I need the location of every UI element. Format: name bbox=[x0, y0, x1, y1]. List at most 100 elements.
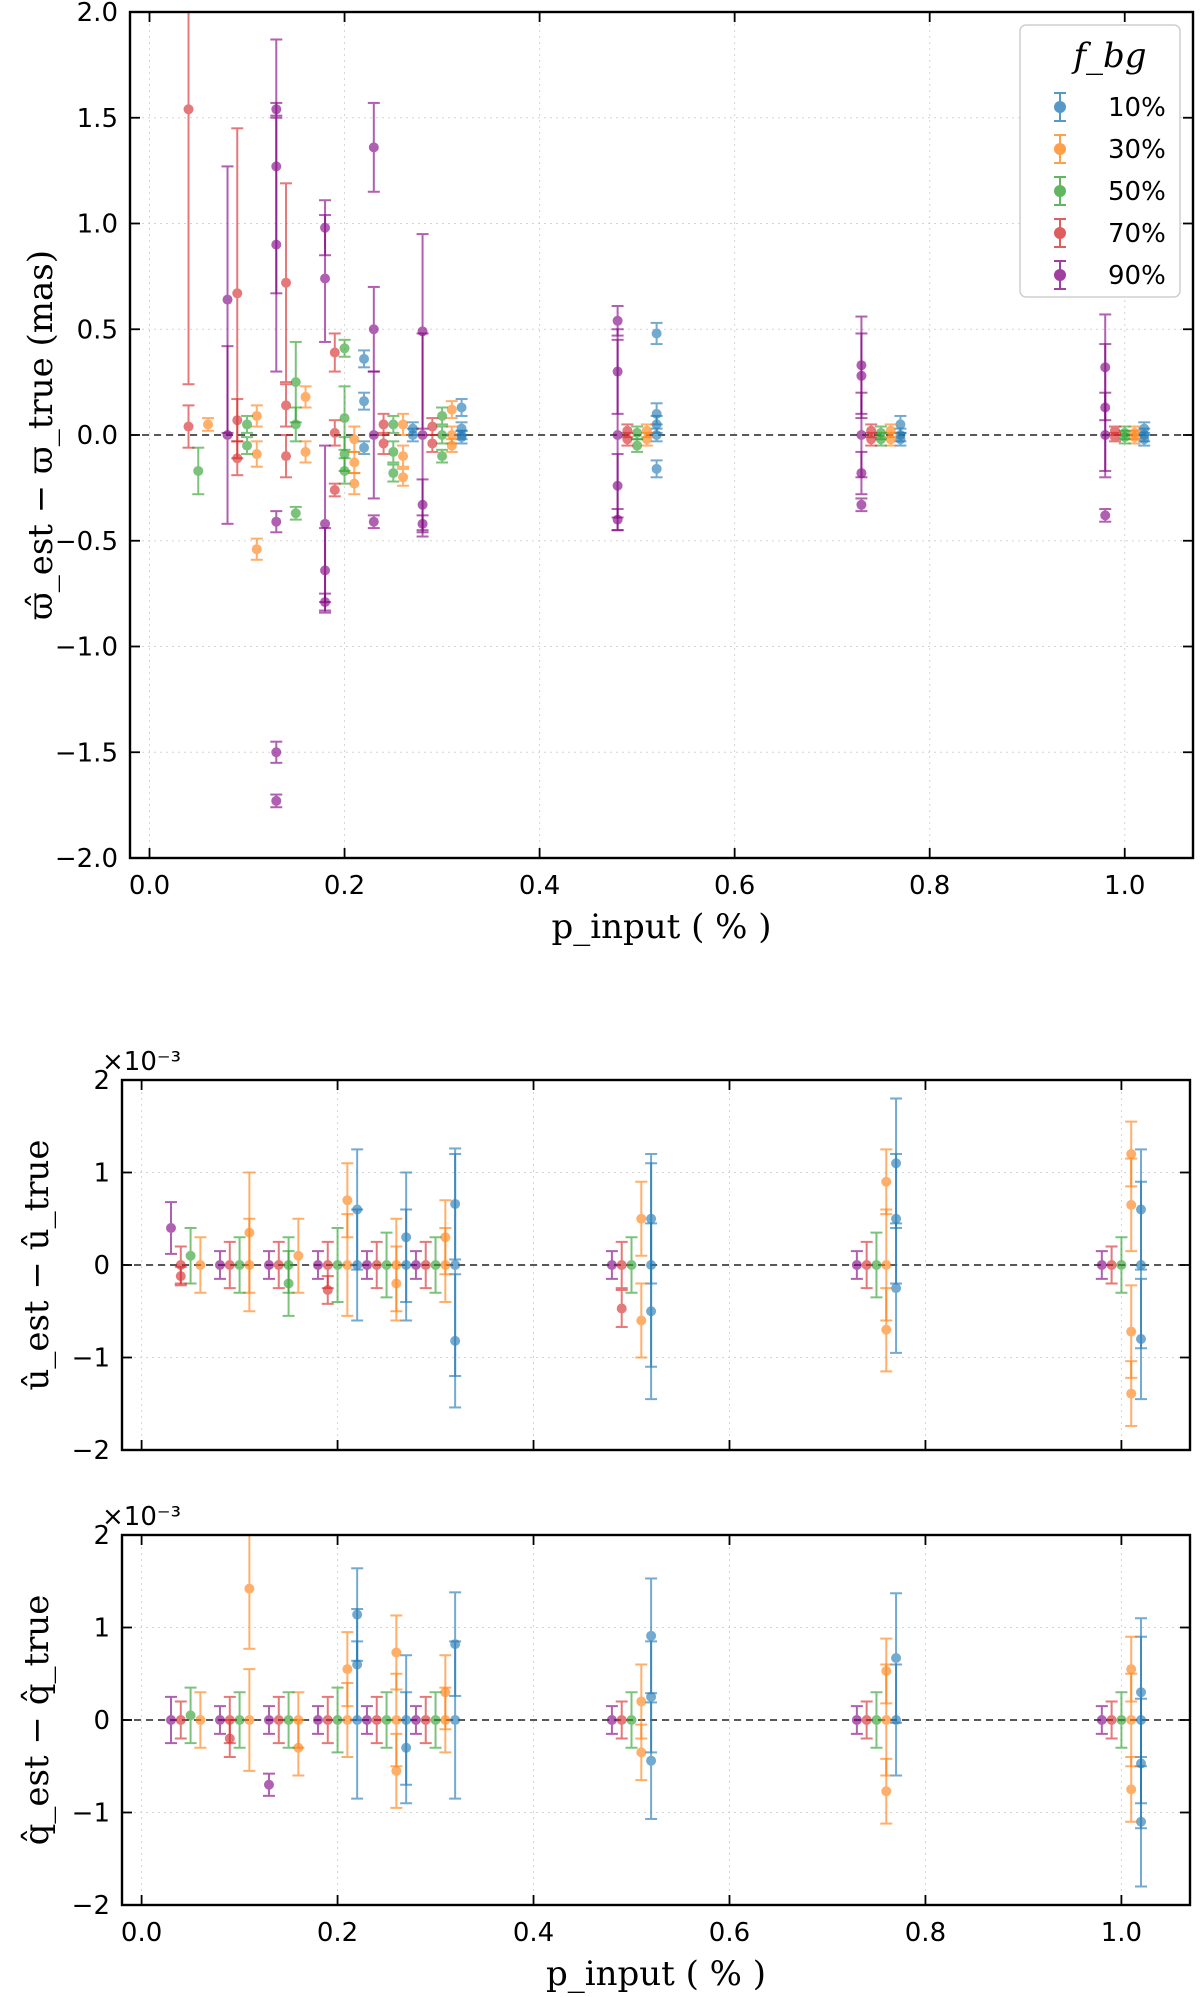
data-point bbox=[380, 1691, 393, 1749]
y-tick-label: −1.5 bbox=[55, 738, 118, 768]
data-point bbox=[865, 431, 878, 447]
point-marker bbox=[312, 1715, 323, 1725]
point-marker bbox=[651, 419, 662, 430]
point-marker bbox=[651, 430, 662, 440]
legend-entry bbox=[1054, 92, 1066, 122]
point-marker bbox=[281, 451, 292, 462]
data-point bbox=[436, 406, 449, 426]
point-marker bbox=[1136, 1260, 1147, 1270]
data-point bbox=[262, 1705, 275, 1735]
point-marker bbox=[1109, 432, 1120, 443]
point-marker bbox=[851, 1260, 862, 1270]
y-tick-label: 2 bbox=[93, 1521, 110, 1551]
series-50pct bbox=[184, 1227, 1128, 1317]
point-marker bbox=[895, 419, 906, 430]
point-marker bbox=[612, 430, 623, 440]
data-point bbox=[429, 1691, 442, 1749]
data-point bbox=[855, 497, 868, 513]
point-marker bbox=[612, 480, 623, 491]
point-marker bbox=[446, 404, 457, 415]
point-marker bbox=[232, 453, 243, 464]
x-tick-label: 1.0 bbox=[1101, 1918, 1142, 1948]
y-axis-label: ϖ̂_est − ϖ_true (mas) bbox=[21, 250, 61, 620]
data-point bbox=[605, 1250, 618, 1280]
data-point bbox=[439, 1227, 452, 1303]
series-70pct bbox=[174, 1240, 1118, 1328]
data-point bbox=[270, 793, 283, 809]
data-point bbox=[429, 1236, 442, 1294]
data-point bbox=[409, 1250, 422, 1280]
data-point bbox=[292, 1217, 305, 1294]
data-point bbox=[367, 514, 380, 530]
point-marker bbox=[626, 1260, 637, 1270]
x-tick-label: 0.4 bbox=[513, 1918, 554, 1948]
legend-entry bbox=[1054, 134, 1066, 164]
point-marker bbox=[398, 472, 409, 483]
point-marker bbox=[420, 1260, 431, 1270]
data-point bbox=[331, 1227, 344, 1303]
point-marker bbox=[1126, 1715, 1137, 1725]
data-point bbox=[348, 472, 361, 496]
data-point bbox=[192, 446, 205, 496]
data-point bbox=[426, 434, 439, 453]
data-point bbox=[1125, 1360, 1138, 1427]
point-marker bbox=[437, 410, 448, 421]
data-point bbox=[650, 459, 663, 479]
data-point bbox=[358, 440, 371, 456]
point-marker bbox=[290, 508, 301, 519]
point-marker bbox=[271, 516, 282, 527]
point-marker bbox=[320, 597, 331, 608]
point-marker bbox=[203, 419, 214, 430]
data-point bbox=[445, 438, 458, 453]
data-point bbox=[1095, 1705, 1108, 1735]
point-marker bbox=[371, 1260, 382, 1270]
data-point bbox=[870, 1231, 883, 1299]
data-point bbox=[250, 537, 263, 561]
point-marker bbox=[456, 402, 467, 413]
point-marker bbox=[195, 1260, 206, 1270]
point-marker bbox=[329, 427, 340, 438]
point-marker bbox=[293, 1742, 304, 1753]
point-marker bbox=[1126, 1388, 1137, 1399]
point-marker bbox=[612, 514, 623, 525]
legend-entry bbox=[1054, 260, 1066, 290]
data-point bbox=[328, 332, 341, 373]
y-tick-label: 1 bbox=[93, 1159, 110, 1189]
point-marker bbox=[881, 1715, 892, 1725]
legend-swatch-marker bbox=[1054, 227, 1066, 239]
point-marker bbox=[320, 565, 331, 576]
legend-label: 10% bbox=[1108, 93, 1166, 123]
point-marker bbox=[242, 440, 253, 451]
point-marker bbox=[352, 1715, 363, 1725]
data-point bbox=[241, 436, 254, 456]
data-point bbox=[358, 349, 371, 369]
y-tick-label: 1.0 bbox=[77, 210, 118, 240]
point-marker bbox=[251, 544, 262, 555]
data-point bbox=[348, 425, 361, 453]
x-tick-label: 0.2 bbox=[324, 871, 365, 901]
data-point bbox=[449, 1640, 462, 1800]
y-tick-label: 2.0 bbox=[77, 0, 118, 28]
point-marker bbox=[881, 1176, 892, 1187]
y-tick-label: 0 bbox=[93, 1251, 110, 1281]
point-marker bbox=[342, 1715, 353, 1725]
ticks: 0.0 0.2 0.4 0.6 0.8 1.0 −2.0 −1.5 −1.0 −0.5 0.0 0.5… bbox=[55, 0, 1193, 901]
point-marker bbox=[856, 370, 867, 381]
y-tick-label: −2 bbox=[72, 1891, 110, 1921]
data-point bbox=[611, 508, 624, 532]
point-marker bbox=[1106, 1715, 1117, 1725]
data-point bbox=[250, 404, 263, 428]
point-marker bbox=[1100, 510, 1111, 521]
data-point bbox=[1135, 1277, 1148, 1401]
data-point bbox=[262, 1250, 275, 1280]
data-point bbox=[635, 1180, 648, 1257]
point-marker bbox=[612, 315, 623, 326]
data-point bbox=[625, 1236, 638, 1294]
y-tick-label: −1 bbox=[72, 1799, 110, 1829]
data-point bbox=[213, 1705, 226, 1735]
data-point bbox=[164, 1201, 177, 1255]
data-point bbox=[650, 321, 663, 346]
y-tick-label: −2 bbox=[72, 1436, 110, 1466]
legend-label: 50% bbox=[1108, 177, 1166, 207]
point-marker bbox=[881, 1260, 892, 1270]
